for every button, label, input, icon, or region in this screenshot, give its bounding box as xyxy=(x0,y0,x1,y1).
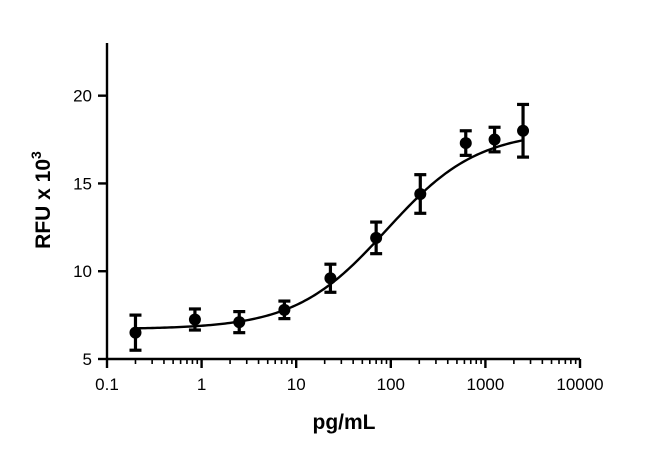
x-axis-title: pg/mL xyxy=(313,411,376,434)
error-bars xyxy=(129,102,530,352)
data-point xyxy=(233,316,246,329)
y-axis-title-text: RFU x 10 xyxy=(32,159,55,249)
y-tick-label: 15 xyxy=(73,174,92,193)
data-point xyxy=(188,313,201,326)
y-axis-title: RFU x 103 xyxy=(28,151,55,249)
x-ticks: 0.1 1 10 100 1000 10000 xyxy=(95,359,604,394)
data-points xyxy=(129,124,530,339)
y-tick-label: 20 xyxy=(73,87,92,106)
data-point xyxy=(459,137,472,150)
data-point xyxy=(517,124,530,137)
data-point xyxy=(324,272,337,285)
data-point xyxy=(414,187,427,200)
x-tick-label: 10 xyxy=(287,375,306,394)
data-point xyxy=(278,303,291,316)
axes xyxy=(105,43,580,361)
x-tick-label: 0.1 xyxy=(95,375,119,394)
x-tick-label: 1 xyxy=(197,375,206,394)
x-tick-label: 1000 xyxy=(466,375,504,394)
fit-curve xyxy=(135,139,524,330)
y-ticks: 5 10 15 20 xyxy=(73,87,107,369)
x-tick-label: 10000 xyxy=(556,375,603,394)
y-axis-title-exponent: 3 xyxy=(28,151,44,159)
data-point xyxy=(488,133,501,146)
y-tick-label: 5 xyxy=(83,350,92,369)
y-tick-label: 10 xyxy=(73,262,92,281)
x-tick-label: 100 xyxy=(377,375,405,394)
data-point xyxy=(370,231,383,244)
data-point xyxy=(129,326,142,339)
